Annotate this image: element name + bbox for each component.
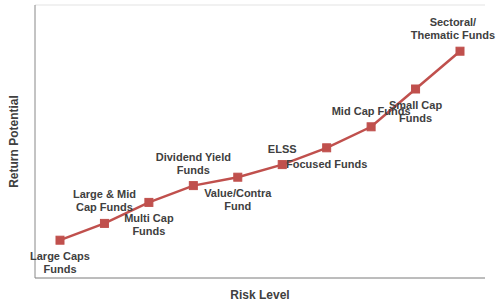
svg-text:Multi CapFunds: Multi CapFunds	[124, 212, 174, 237]
svg-text:ELSS: ELSS	[268, 143, 297, 155]
svg-text:Focused Funds: Focused Funds	[286, 158, 367, 170]
svg-text:Mid Cap Funds: Mid Cap Funds	[331, 104, 411, 117]
svg-text:Large CapsFunds: Large CapsFunds	[30, 250, 90, 275]
svg-text:Sectoral/Thematic Funds: Sectoral/Thematic Funds	[411, 16, 492, 41]
svg-text:Value/ContraFund: Value/ContraFund	[204, 187, 272, 212]
svg-text:Dividend YieldFunds: Dividend YieldFunds	[156, 151, 231, 176]
svg-text:Risk Level: Risk Level	[230, 288, 289, 301]
svg-text:Return Potential: Return Potential	[8, 95, 21, 188]
svg-text:Large & MidCap Funds: Large & MidCap Funds	[73, 188, 136, 213]
svg-text:Small CapFunds: Small CapFunds	[389, 99, 442, 124]
